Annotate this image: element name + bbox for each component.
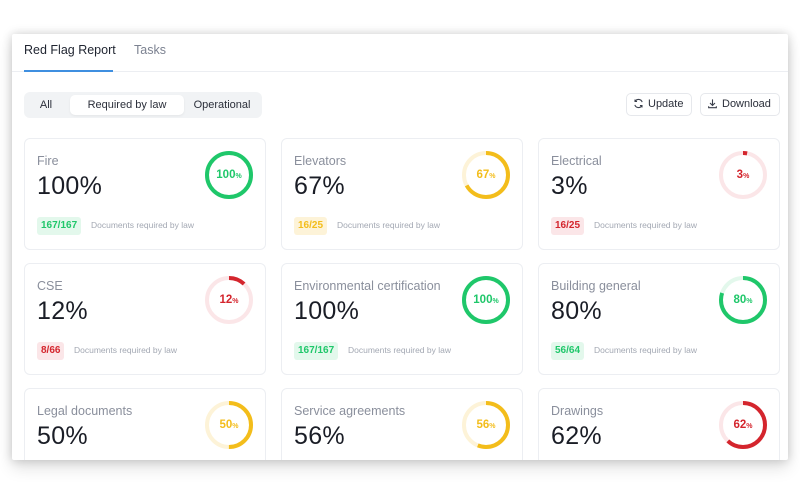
card-percent: 100% (294, 297, 360, 325)
progress-ring: 80% (718, 275, 768, 325)
document-count-badge: 56/64 (551, 342, 585, 360)
filter-all[interactable]: All (39, 99, 53, 111)
document-count-badge: 16/25 (294, 217, 328, 235)
card-title: Building general (551, 279, 641, 293)
progress-ring-arc (719, 401, 767, 449)
progress-ring-symbol: % (746, 298, 753, 305)
badge-note: Documents required by law (594, 220, 697, 230)
card-legal-documents[interactable]: Legal documents 50% 50% (24, 388, 266, 460)
filter-required-by-law[interactable]: Required by law (70, 95, 184, 115)
card-title: Legal documents (37, 404, 133, 418)
badge-note: Documents required by law (348, 345, 451, 355)
progress-ring-symbol: % (235, 173, 242, 180)
update-button[interactable]: Update (626, 93, 693, 116)
card-title: Environmental certification (294, 279, 441, 293)
progress-ring: 56% (461, 400, 511, 450)
progress-ring-value: 62 (733, 419, 747, 431)
progress-ring-label: 100% (461, 275, 511, 325)
progress-ring-arc (205, 151, 253, 199)
card-building-general[interactable]: Building general 80% 80% 56/64 Documents… (538, 263, 780, 375)
progress-ring: 3% (718, 150, 768, 200)
progress-ring-symbol: % (743, 173, 750, 180)
download-button[interactable]: Download (700, 93, 780, 116)
progress-ring-value: 100 (216, 169, 236, 181)
card-percent: 3% (551, 172, 588, 200)
progress-ring-symbol: % (746, 423, 753, 430)
badge-note: Documents required by law (594, 345, 697, 355)
progress-ring-label: 100% (204, 150, 254, 200)
progress-ring: 100% (204, 150, 254, 200)
progress-ring-symbol: % (489, 173, 496, 180)
tab-bar: Red Flag Report Tasks (12, 34, 788, 72)
card-percent: 56% (294, 422, 345, 450)
progress-ring: 67% (461, 150, 511, 200)
card-percent: 12% (37, 297, 88, 325)
progress-ring: 12% (204, 275, 254, 325)
card-drawings[interactable]: Drawings 62% 62% (538, 388, 780, 460)
card-title: Electrical (551, 154, 602, 168)
progress-ring-arc (205, 276, 253, 324)
progress-ring-label: 56% (461, 400, 511, 450)
tab-tasks[interactable]: Tasks (134, 43, 166, 57)
filter-operational[interactable]: Operational (193, 99, 251, 111)
badge-note: Documents required by law (337, 220, 440, 230)
progress-ring-symbol: % (489, 423, 496, 430)
card-percent: 50% (37, 422, 88, 450)
card-service-agreements[interactable]: Service agreements 56% 56% (281, 388, 523, 460)
card-fire[interactable]: Fire 100% 100% 167/167 Documents require… (24, 138, 266, 250)
progress-ring-label: 67% (461, 150, 511, 200)
card-title: Elevators (294, 154, 347, 168)
progress-ring-label: 50% (204, 400, 254, 450)
card-title: CSE (37, 279, 63, 293)
progress-ring-label: 80% (718, 275, 768, 325)
badge-note: Documents required by law (74, 345, 177, 355)
progress-ring-label: 62% (718, 400, 768, 450)
progress-ring-value: 56 (476, 419, 490, 431)
red-flag-report-panel: Red Flag Report Tasks All Required by la… (12, 34, 788, 460)
card-percent: 62% (551, 422, 602, 450)
progress-ring-symbol: % (232, 423, 239, 430)
progress-ring-label: 3% (718, 150, 768, 200)
badge-note: Documents required by law (91, 220, 194, 230)
card-title: Fire (37, 154, 59, 168)
card-title: Drawings (551, 404, 604, 418)
progress-ring-arc (719, 276, 767, 324)
document-count-badge: 167/167 (294, 342, 339, 360)
progress-ring-value: 50 (219, 419, 233, 431)
refresh-icon (634, 98, 643, 109)
progress-ring-symbol: % (492, 298, 499, 305)
progress-ring-value: 80 (733, 294, 747, 306)
progress-ring-arc (719, 151, 767, 199)
tab-red-flag-report[interactable]: Red Flag Report (24, 43, 116, 57)
card-cse[interactable]: CSE 12% 12% 8/66 Documents required by l… (24, 263, 266, 375)
card-electrical[interactable]: Electrical 3% 3% 16/25 Documents require… (538, 138, 780, 250)
card-percent: 100% (37, 172, 103, 200)
card-environmental-certification[interactable]: Environmental certification 100% 100% 16… (281, 263, 523, 375)
progress-ring-value: 67 (476, 169, 490, 181)
progress-ring-arc (462, 151, 510, 199)
update-label: Update (648, 98, 684, 110)
card-percent: 80% (551, 297, 602, 325)
document-count-badge: 167/167 (37, 217, 82, 235)
progress-ring-label: 12% (204, 275, 254, 325)
progress-ring-value: 12 (219, 294, 233, 306)
progress-ring: 62% (718, 400, 768, 450)
progress-ring-value: 3 (736, 169, 744, 181)
progress-ring: 50% (204, 400, 254, 450)
document-count-badge: 8/66 (37, 342, 65, 360)
active-tab-indicator (24, 70, 113, 72)
card-title: Service agreements (294, 404, 406, 418)
progress-ring-value: 100 (473, 294, 493, 306)
card-percent: 67% (294, 172, 345, 200)
progress-ring-arc (205, 401, 253, 449)
progress-ring-arc (462, 401, 510, 449)
progress-ring: 100% (461, 275, 511, 325)
download-label: Download (722, 98, 771, 110)
download-icon (708, 99, 717, 109)
card-elevators[interactable]: Elevators 67% 67% 16/25 Documents requir… (281, 138, 523, 250)
document-count-badge: 16/25 (551, 217, 585, 235)
filter-segmented-control: All Required by law Operational (24, 92, 262, 118)
progress-ring-arc (462, 276, 510, 324)
progress-ring-symbol: % (232, 298, 239, 305)
